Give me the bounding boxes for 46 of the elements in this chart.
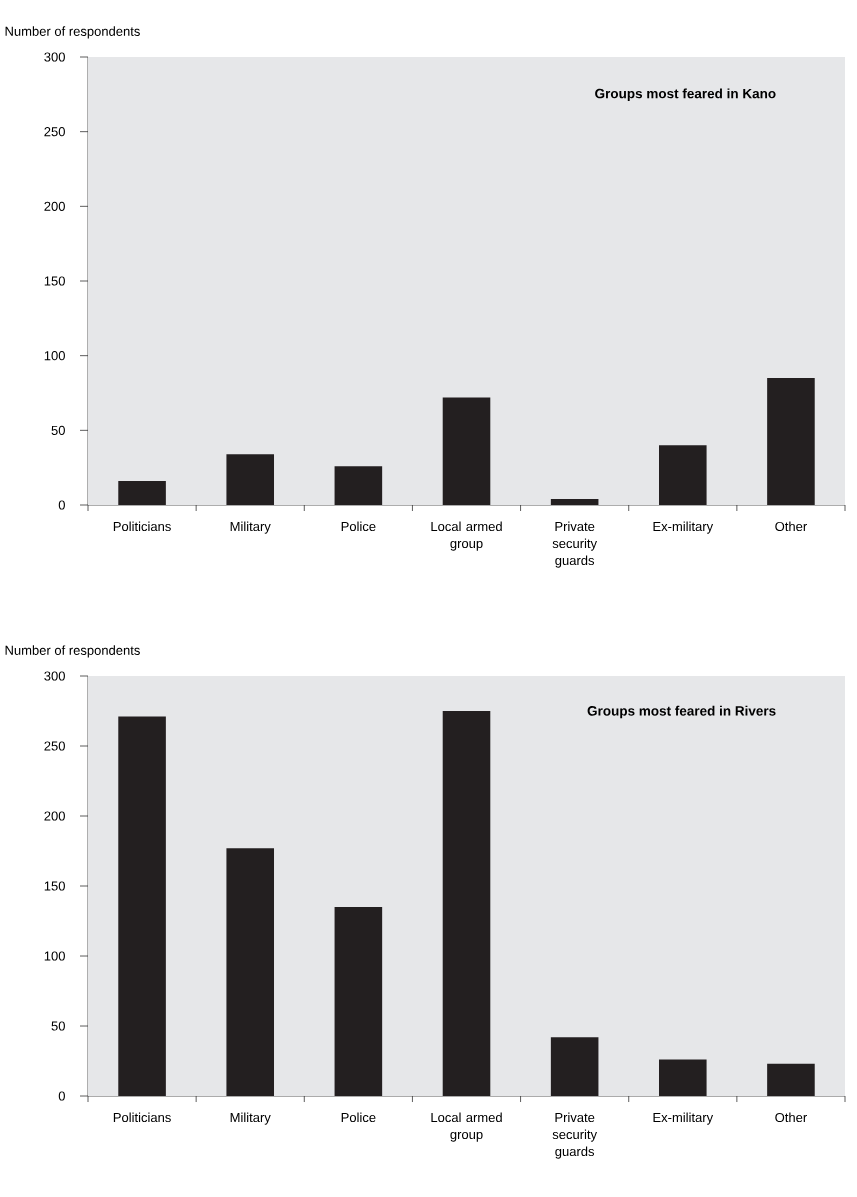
x-tick-label: Private security guards <box>552 521 598 568</box>
bar <box>442 397 491 506</box>
x-tick-label: Ex-military <box>653 1112 714 1125</box>
x-tick-label: Politicians <box>113 1112 171 1123</box>
y-tick-label: 0 <box>58 1091 65 1101</box>
bar <box>659 1059 707 1097</box>
bar <box>334 907 383 1097</box>
text: Groups most feared in Kano <box>595 88 776 101</box>
y-axis-title: Number of respondents <box>5 645 140 658</box>
x-tick-label: Ex-military <box>653 521 714 534</box>
y-tick-label: 100 <box>44 351 65 361</box>
bar <box>118 716 166 1097</box>
x-tick-label: Police <box>341 521 376 532</box>
bar <box>226 454 275 506</box>
x-tick-label: Other <box>775 521 807 532</box>
bar <box>442 711 491 1097</box>
bar <box>767 378 815 506</box>
bar <box>550 499 599 506</box>
y-tick-label: 200 <box>44 201 65 211</box>
y-tick-label: 100 <box>44 951 65 961</box>
y-tick-label: 250 <box>44 741 65 751</box>
y-tick-label: 50 <box>51 425 65 435</box>
bar <box>659 445 707 506</box>
y-tick-label: 200 <box>44 811 65 821</box>
x-tick-label: Local armed group <box>431 1112 502 1142</box>
x-tick-label: Military <box>230 1112 271 1125</box>
y-tick-label: 150 <box>44 276 65 286</box>
bar <box>550 1037 599 1097</box>
x-tick-label: Private security guards <box>552 1112 598 1159</box>
bar <box>118 481 166 506</box>
x-tick-label: Military <box>230 521 271 534</box>
bar <box>334 466 383 506</box>
bar <box>767 1063 815 1097</box>
x-tick-label: Local armed group <box>431 521 502 551</box>
bar <box>226 848 275 1097</box>
text: Groups most feared in Rivers <box>587 705 776 719</box>
x-tick-label: Politicians <box>113 521 171 532</box>
y-tick-label: 300 <box>44 52 65 62</box>
y-tick-label: 300 <box>44 671 65 681</box>
y-tick-label: 50 <box>51 1021 65 1031</box>
y-tick-label: 150 <box>44 881 65 891</box>
y-tick-label: 250 <box>44 127 65 137</box>
y-tick-label: 0 <box>58 500 65 510</box>
x-tick-label: Other <box>775 1112 807 1123</box>
x-tick-label: Police <box>341 1112 376 1123</box>
y-axis-title: Number of respondents <box>5 26 140 39</box>
